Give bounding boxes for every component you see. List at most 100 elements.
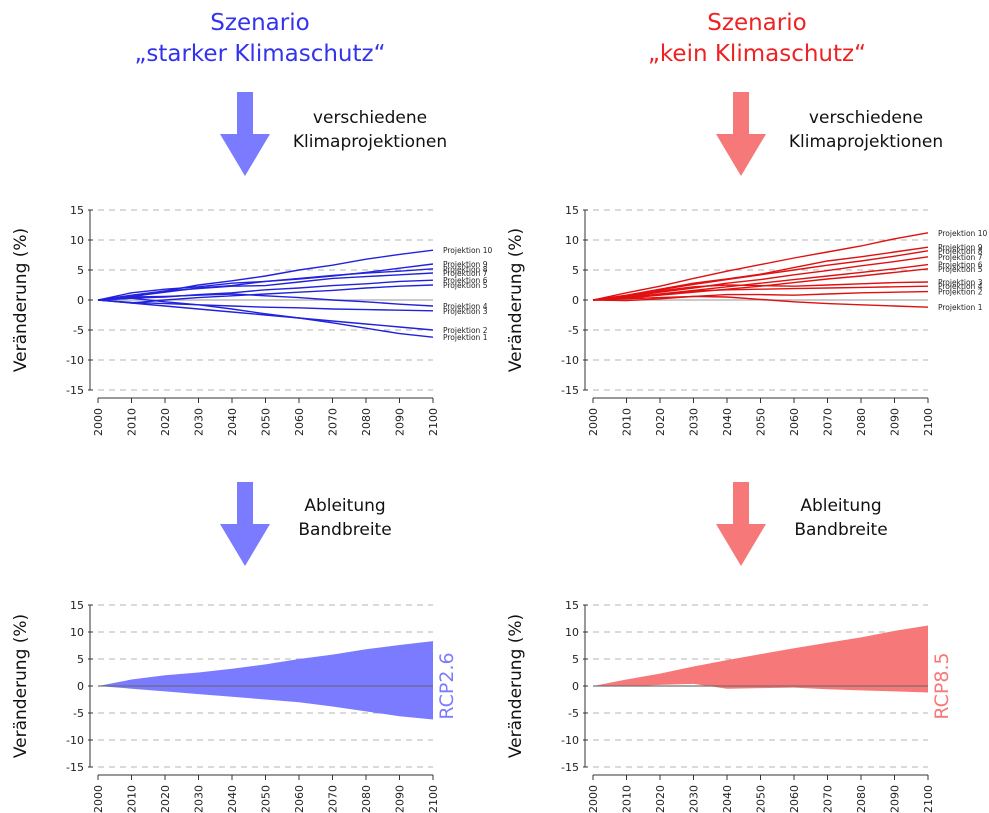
x-tick-label: 2070: [822, 408, 835, 436]
x-tick-label: 2030: [193, 785, 206, 813]
series-label: Projektion 5: [938, 265, 983, 274]
series-line: [97, 293, 434, 307]
x-tick-label: 2020: [159, 785, 172, 813]
x-tick-label: 2060: [788, 785, 801, 813]
series-label: Projektion 9: [443, 260, 488, 269]
y-tick-label: -5: [73, 324, 84, 337]
y-axis-label: Veränderung (%): [506, 228, 526, 372]
y-tick-label: 0: [77, 294, 84, 307]
y-tick-label: 5: [572, 264, 579, 277]
x-tick-label: 2000: [587, 408, 600, 436]
y-tick-label: 0: [572, 680, 579, 693]
chart-range-rcp85: 15 10 5 0 -5 -10 -15 2000 2010 2020 2030 2040 2050 20…: [506, 599, 953, 813]
series-line: [97, 272, 434, 301]
series-line: [97, 299, 434, 331]
scenario-title-left-line2: „starker Klimaschutz“: [134, 41, 386, 67]
series-label: Projektion 3: [443, 307, 488, 316]
arrow-down-icon-right-top: [716, 92, 766, 176]
range-band: [593, 625, 928, 693]
x-tick-label: 2040: [226, 408, 239, 436]
series-line: [592, 232, 929, 301]
y-tick-label: 15: [70, 599, 84, 612]
series-line: [592, 285, 929, 301]
y-tick-label: -10: [66, 354, 84, 367]
series-line: [592, 256, 929, 301]
series-label: Projektion 2: [938, 288, 983, 297]
x-tick-label: 2060: [788, 408, 801, 436]
arrow-down-icon-right-bottom: [716, 482, 766, 566]
note-derive-right: Ableitung Bandbreite: [751, 494, 931, 542]
note-derive-left-line2: Bandbreite: [298, 520, 392, 540]
y-tick-label: 0: [77, 680, 84, 693]
y-tick-label: 15: [565, 204, 579, 217]
x-tick-label: 2080: [855, 408, 868, 436]
y-tick-label: -5: [73, 707, 84, 720]
x-tick-label: 2020: [654, 785, 667, 813]
note-projections-right-line1: verschiedene: [808, 108, 924, 128]
y-axis-label: Veränderung (%): [11, 228, 31, 372]
scenario-title-right: Szenario „kein Klimaschutz“: [577, 8, 937, 70]
x-tick-label: 2020: [654, 408, 667, 436]
series-label: Projektion 10: [938, 229, 987, 238]
note-projections-right: verschiedene Klimaprojektionen: [776, 106, 956, 154]
x-tick-label: 2030: [688, 785, 701, 813]
series-label: Projektion 1: [938, 303, 983, 312]
y-tick-label: -10: [561, 354, 579, 367]
y-tick-label: -15: [66, 384, 84, 397]
series-line: [592, 281, 929, 301]
y-tick-label: -10: [66, 734, 84, 747]
scenario-title-left-line1: Szenario: [210, 10, 310, 36]
x-tick-label: 2080: [360, 785, 373, 813]
series-label: Projektion 4: [443, 302, 488, 311]
x-tick-label: 2000: [587, 785, 600, 813]
series-line: [592, 295, 929, 308]
chart-projections-rcp85: 15 10 5 0 -5 -10 -15 2000 2010 2020 2030 2040 2050 20…: [506, 204, 987, 436]
scenario-title-right-line1: Szenario: [707, 10, 807, 36]
y-tick-label: 10: [70, 626, 84, 639]
y-tick-label: 5: [77, 653, 84, 666]
note-derive-left-line1: Ableitung: [304, 496, 386, 516]
x-tick-label: 2090: [889, 408, 902, 436]
x-tick-label: 2090: [889, 785, 902, 813]
scenario-title-right-line2: „kein Klimaschutz“: [648, 41, 866, 67]
y-tick-label: -15: [66, 761, 84, 774]
chart-range-rcp26: 15 10 5 0 -5 -10 -15 2000 2010 2020 2030 2040 2050 20…: [11, 599, 458, 813]
range-band: [98, 641, 433, 720]
y-tick-label: 10: [565, 234, 579, 247]
y-tick-label: -15: [561, 384, 579, 397]
series-label: Projektion 8: [938, 247, 983, 256]
x-tick-label: 2070: [327, 785, 340, 813]
y-axis-label: Veränderung (%): [11, 614, 31, 758]
x-tick-label: 2020: [159, 408, 172, 436]
x-tick-label: 2080: [360, 408, 373, 436]
series-label: Projektion 6: [443, 276, 488, 285]
series-label: Projektion 10: [443, 246, 492, 255]
x-tick-label: 2050: [260, 785, 273, 813]
series-label: Projektion 1: [443, 333, 488, 342]
x-tick-label: 2070: [327, 408, 340, 436]
series-line: [592, 250, 929, 301]
x-tick-label: 2010: [621, 785, 634, 813]
arrow-down-icon-left-bottom: [220, 482, 270, 566]
x-tick-label: 2060: [293, 408, 306, 436]
x-tick-label: 2040: [721, 785, 734, 813]
scenario-band-label: RCP2.6: [436, 652, 458, 719]
y-axis-label: Veränderung (%): [506, 614, 526, 758]
series-line: [97, 299, 434, 312]
scenario-band-label: RCP8.5: [931, 652, 953, 719]
y-tick-label: 15: [565, 599, 579, 612]
x-tick-label: 2070: [822, 785, 835, 813]
y-tick-label: 5: [77, 264, 84, 277]
series-label: Projektion 2: [443, 326, 488, 335]
series-label: Projektion 8: [443, 265, 488, 274]
x-tick-label: 2040: [226, 785, 239, 813]
x-tick-label: 2030: [193, 408, 206, 436]
y-tick-label: -5: [568, 707, 579, 720]
x-tick-label: 2080: [855, 785, 868, 813]
chart-projections-rcp26: 15 10 5 0 -5 -10 -15 2000 2010 2020 2030 2040 2050 20…: [11, 204, 492, 436]
x-tick-label: 2100: [922, 408, 935, 436]
x-tick-label: 2010: [621, 408, 634, 436]
y-tick-label: -5: [568, 324, 579, 337]
series-line: [97, 297, 434, 338]
y-tick-label: 5: [572, 653, 579, 666]
